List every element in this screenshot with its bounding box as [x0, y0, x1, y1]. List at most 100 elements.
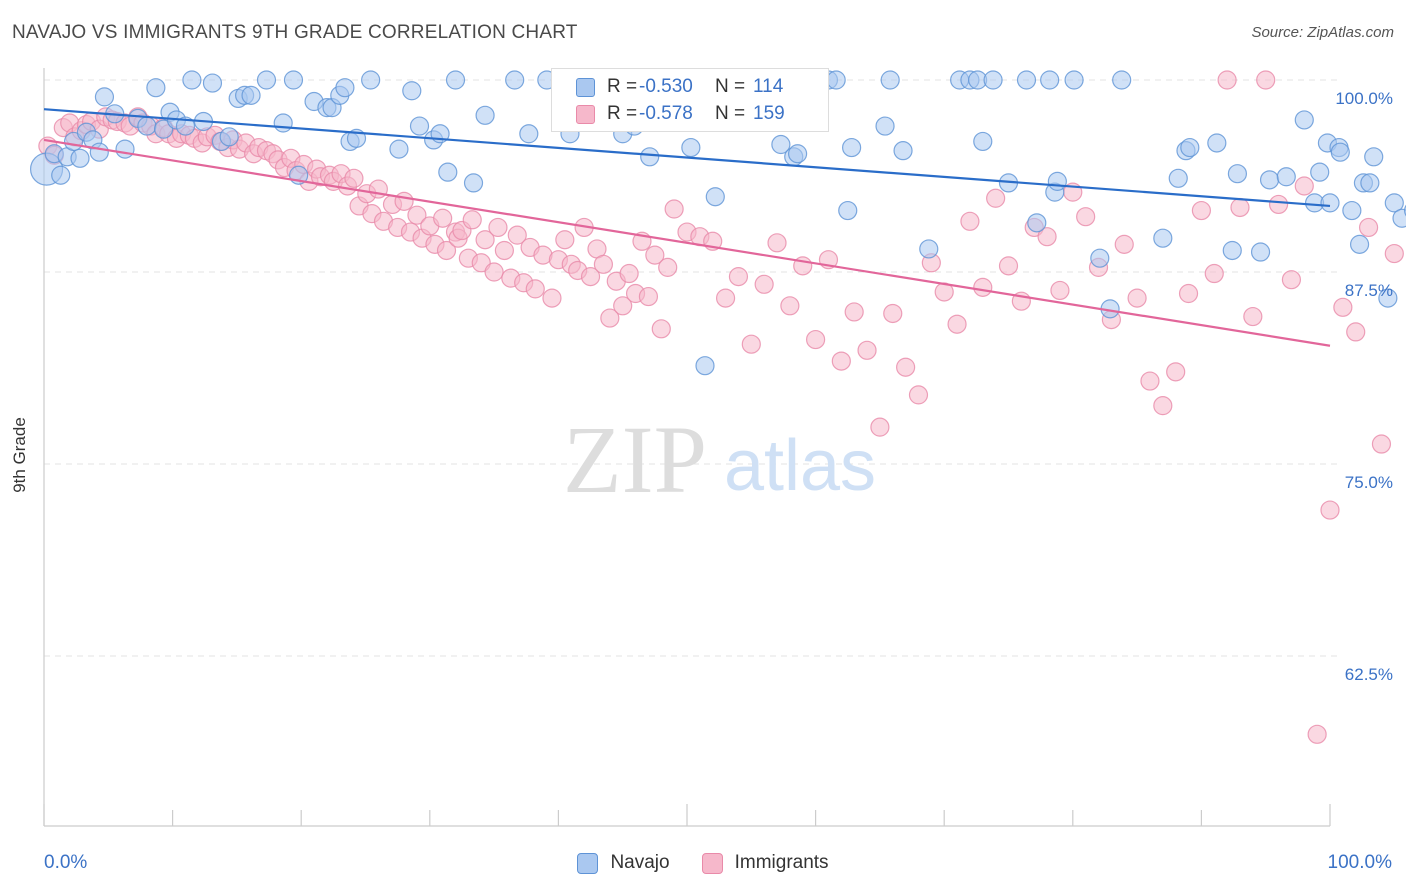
- immigrants-point-72: [488, 217, 508, 238]
- immigrants-point-134: [1114, 234, 1134, 254]
- immigrants-point-121: [947, 314, 967, 334]
- immigrants-point-95: [638, 286, 659, 307]
- navajo-point-70: [875, 116, 895, 136]
- immigrants-trend-line: [43, 138, 1331, 347]
- immigrants-point-152: [1346, 322, 1366, 342]
- navajo-point-38: [361, 70, 381, 90]
- y-axis-title: 9th Grade: [10, 417, 29, 493]
- immigrants-point-154: [1371, 434, 1392, 454]
- navajo-point-14: [146, 78, 166, 98]
- chart-title: NAVAJO VS IMMIGRANTS 9TH GRADE CORRELATI…: [12, 22, 578, 43]
- immigrants-point-48: [344, 168, 364, 188]
- navajo-point-103: [1320, 193, 1340, 213]
- navajo-point-18: [175, 116, 196, 136]
- navajo-point-67: [826, 70, 846, 90]
- immigrants-point-63: [436, 240, 457, 261]
- navajo-point-59: [681, 137, 701, 158]
- immigrants-point-56: [394, 191, 414, 211]
- navajo-point-112: [1384, 193, 1404, 213]
- navajo-point-77: [973, 131, 993, 152]
- immigrants-point-58: [407, 205, 427, 225]
- axes: [43, 68, 1331, 827]
- navajo-point-9: [94, 87, 115, 107]
- immigrants-point-140: [1191, 200, 1212, 221]
- navajo-point-2: [51, 165, 71, 185]
- immigrants-point-112: [831, 351, 851, 371]
- navajo-point-41: [409, 116, 430, 136]
- immigrants-point-116: [883, 303, 903, 324]
- navajo-point-61: [705, 187, 725, 207]
- immigrants-point-110: [805, 329, 826, 350]
- source-label: Source: ZipAtlas.com: [1251, 24, 1394, 41]
- navajo-point-95: [1227, 164, 1248, 184]
- gridlines: [44, 79, 1340, 657]
- navajo-point-105: [1330, 142, 1350, 162]
- immigrants-point-75: [507, 225, 527, 245]
- immigrants-point-97: [651, 319, 671, 339]
- immigrants-point-86: [580, 267, 601, 287]
- navajo-point-84: [1047, 171, 1067, 191]
- navajo-point-29: [283, 70, 304, 90]
- legend-r-value-immigrants: -0.578: [639, 103, 693, 124]
- immigrants-point-115: [870, 417, 890, 437]
- legend-swatch-navajo: [577, 852, 599, 874]
- legend-swatch-immigrants: [701, 852, 723, 874]
- x-tick-label-max: 100.0%: [1327, 852, 1392, 873]
- immigrants-point-98: [658, 257, 678, 277]
- y-tick-labels: 100.0% 87.5% 75.0% 62.5%: [1335, 89, 1393, 684]
- legend-item-immigrants[interactable]: Immigrants: [701, 852, 829, 874]
- immigrants-point-103: [715, 288, 736, 308]
- navajo-point-97: [1259, 170, 1280, 190]
- navajo-point-89: [1153, 228, 1173, 248]
- navajo-point-11: [115, 139, 135, 159]
- watermark: ZIP atlas: [563, 406, 876, 513]
- navajo-point-98: [1276, 167, 1296, 187]
- legend-item-navajo[interactable]: Navajo: [577, 852, 670, 874]
- immigrants-point-149: [1307, 724, 1327, 744]
- navajo-point-85: [1064, 70, 1084, 90]
- navajo-point-48: [505, 70, 525, 90]
- navajo-point-28: [273, 113, 293, 133]
- legend-row-navajo: R = -0.530 N = 114: [576, 75, 783, 99]
- navajo-point-21: [202, 73, 223, 93]
- navajo-point-93: [1207, 133, 1227, 153]
- immigrants-point-89: [600, 308, 620, 328]
- navajo-point-107: [1349, 234, 1370, 254]
- legend-swatch-immigrants: [576, 104, 595, 124]
- immigrants-point-145: [1256, 70, 1276, 90]
- immigrants-point-113: [844, 302, 864, 322]
- navajo-point-81: [1027, 213, 1047, 233]
- immigrants-point-92: [619, 263, 639, 284]
- navajo-point-35: [335, 78, 355, 98]
- navajo-point-106: [1342, 200, 1362, 221]
- immigrants-point-68: [462, 210, 482, 230]
- immigrants-point-147: [1281, 270, 1302, 290]
- immigrants-point-91: [613, 296, 633, 316]
- immigrants-point-108: [780, 296, 800, 316]
- navajo-point-39: [389, 139, 409, 159]
- navajo-point-49: [519, 124, 539, 144]
- legend-label-immigrants: Immigrants: [734, 852, 829, 873]
- immigrants-point-118: [908, 385, 929, 405]
- immigrants-point-62: [433, 208, 453, 228]
- immigrants-point-155: [1384, 243, 1404, 264]
- navajo-point-44: [438, 162, 458, 182]
- immigrants-point-128: [1037, 227, 1057, 247]
- navajo-point-13: [137, 116, 157, 136]
- navajo-trend-line: [43, 108, 1331, 208]
- immigrants-point-148: [1294, 176, 1314, 196]
- legend-n-label: N =: [715, 76, 746, 97]
- navajo-point-96: [1250, 242, 1271, 262]
- navajo-point-68: [838, 200, 858, 221]
- navajo-point-8: [89, 142, 109, 162]
- immigrants-point-71: [484, 262, 504, 282]
- immigrants-point-82: [555, 230, 575, 250]
- immigrants-point-117: [896, 357, 916, 377]
- immigrants-point-144: [1243, 306, 1263, 327]
- immigrants-point-151: [1333, 297, 1353, 317]
- navajo-point-55: [640, 147, 660, 167]
- legend-r-label: R =: [607, 103, 638, 124]
- navajo-point-60: [695, 356, 715, 376]
- navajo-point-109: [1360, 173, 1380, 193]
- navajo-point-63: [771, 134, 791, 155]
